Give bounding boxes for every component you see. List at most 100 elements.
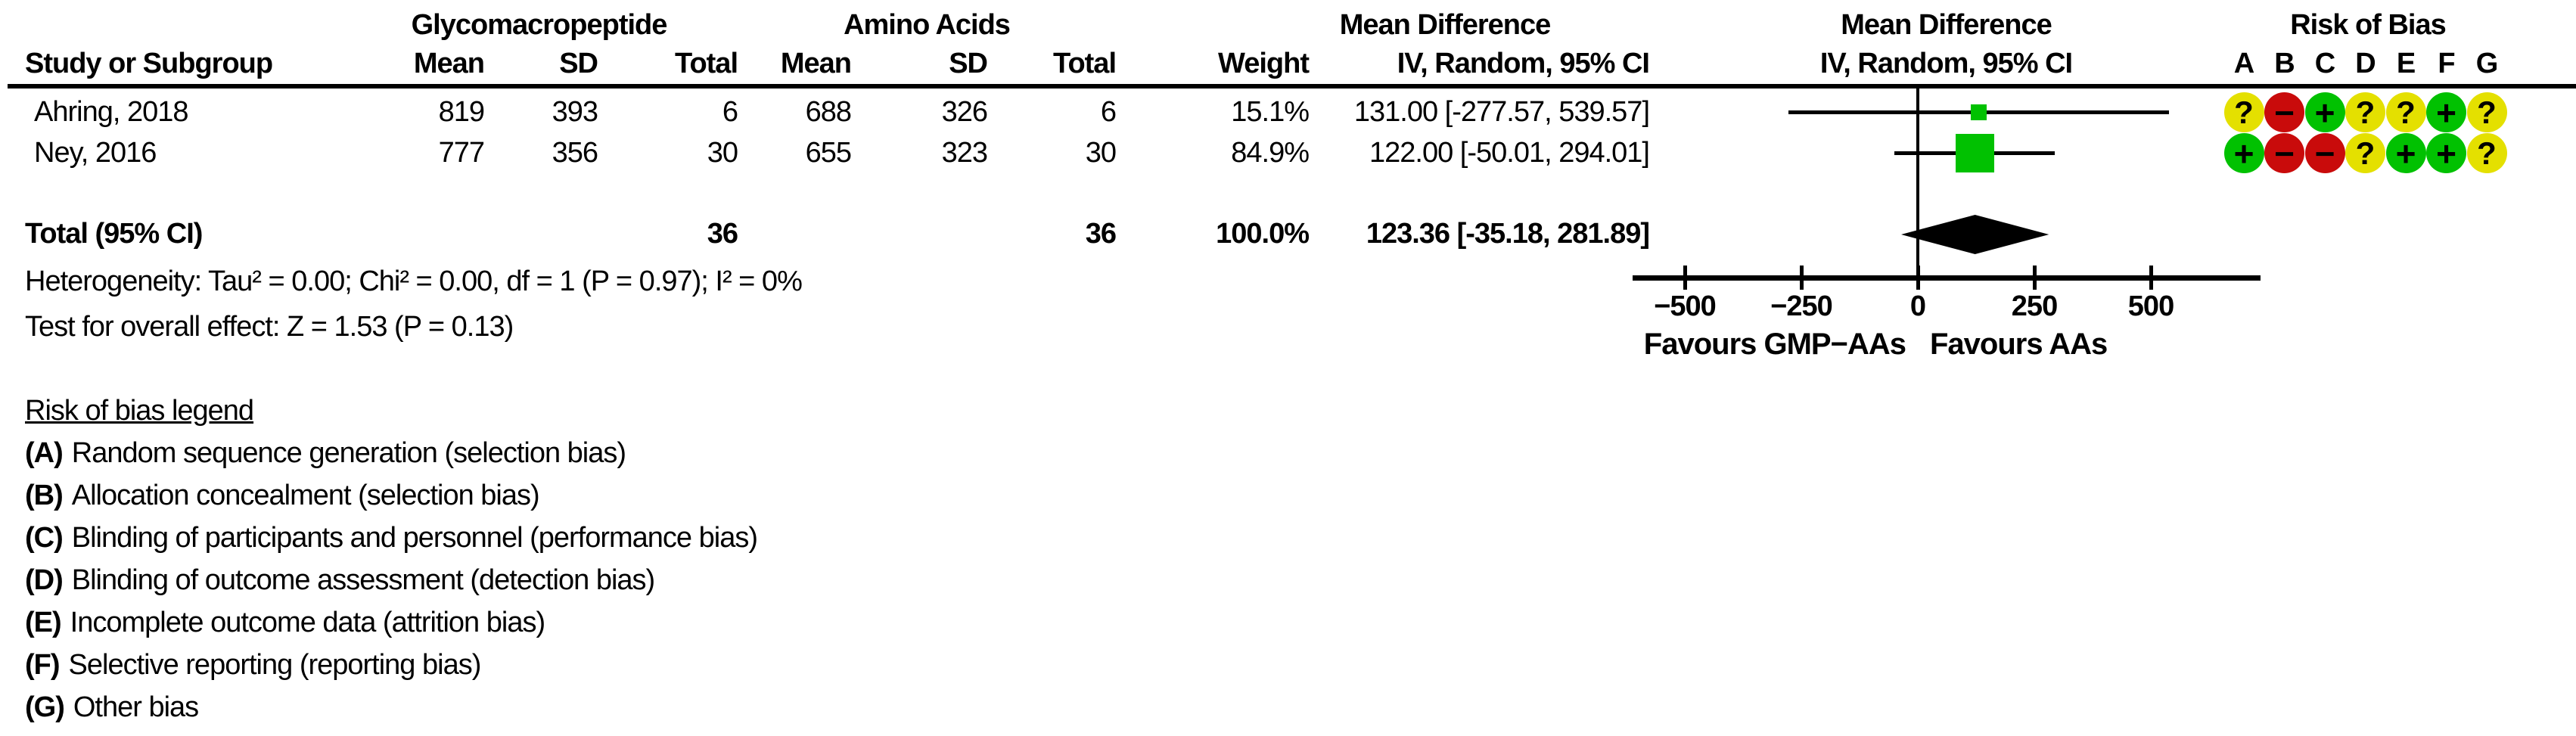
x-axis-tick-label: 250 [2011, 290, 2058, 322]
legend-item-e: (E) Incomplete outcome data (attrition b… [25, 601, 1160, 644]
x-axis-tick [1916, 266, 1920, 290]
aa-sd-cell: 326 [941, 96, 988, 128]
rob-letter-d: D [2355, 48, 2376, 79]
gmp-group-header: Glycomacropeptide [411, 9, 668, 41]
legend-text: Random sequence generation (selection bi… [71, 436, 626, 469]
risk-of-bias-title: Risk of Bias [2290, 9, 2447, 41]
legend-text: Other bias [73, 691, 199, 723]
gmp-total-cell: 6 [722, 96, 738, 128]
legend-item-b: (B) Allocation concealment (selection bi… [25, 474, 1160, 517]
legend-letter: (A) [25, 436, 64, 469]
gmp-mean-cell: 819 [438, 96, 485, 128]
legend-letter: (C) [25, 521, 64, 554]
aa-mean-cell: 688 [805, 96, 852, 128]
gmp-total-sum: 36 [707, 218, 738, 250]
legend-item-g: (G) Other bias [25, 686, 1160, 728]
legend-item-c: (C) Blinding of participants and personn… [25, 517, 1160, 559]
study-row-ahring: Ahring, 2018 819 393 6 688 326 6 15.1% 1… [25, 92, 1650, 133]
column-header-row: Study or Subgroup Mean SD Total Mean SD … [25, 43, 1650, 85]
study-row-ney: Ney, 2016 777 356 30 655 323 30 84.9% 12… [25, 132, 1650, 174]
heterogeneity-note: Heterogeneity: Tau² = 0.00; Chi² = 0.00,… [25, 265, 803, 297]
aa-mean-column-header: Mean [780, 48, 852, 79]
rob-letter-f: F [2438, 48, 2455, 79]
rob-letter-b: B [2274, 48, 2295, 79]
legend-text: Blinding of participants and personnel (… [71, 521, 758, 554]
gmp-total-column-header: Total [675, 48, 738, 79]
legend-letter: (G) [25, 691, 65, 723]
rob-circle-d: ? [2345, 133, 2385, 173]
legend-letter: (E) [25, 606, 62, 638]
study-name: Ney, 2016 [34, 137, 157, 169]
md-plot-column-subtitle: IV, Random, 95% CI [1819, 48, 2073, 79]
overall-effect-note: Test for overall effect: Z = 1.53 (P = 0… [25, 310, 514, 343]
total-weight: 100.0% [1216, 218, 1310, 250]
gmp-sd-cell: 356 [552, 137, 598, 169]
favours-left-label: Favours GMP−AAs [1643, 328, 1906, 361]
total-label: Total (95% CI) [25, 218, 203, 250]
gmp-total-cell: 30 [707, 137, 738, 169]
aa-group-header: Amino Acids [844, 9, 1011, 41]
aa-sd-column-header: SD [949, 48, 988, 79]
aa-total-cell: 6 [1100, 96, 1117, 128]
x-axis-tick-label: −500 [1654, 290, 1717, 322]
x-axis-tick [2032, 266, 2037, 290]
md-plot-column-title: Mean Difference [1841, 9, 2052, 41]
rob-letter-a: A [2233, 48, 2254, 79]
study-column-header: Study or Subgroup [25, 48, 273, 79]
rob-circle-c: + [2304, 92, 2345, 132]
header-separator-line [8, 84, 2576, 89]
rob-circle-e: + [2385, 133, 2426, 173]
x-axis-tick-label: −250 [1770, 290, 1833, 322]
zero-line [1916, 87, 1919, 280]
md-ci-cell: 131.00 [-277.57, 539.57] [1353, 96, 1650, 128]
rob-circle-c: − [2304, 133, 2345, 173]
legend-item-f: (F) Selective reporting (reporting bias) [25, 644, 1160, 686]
rob-circle-g: ? [2466, 133, 2507, 173]
legend-text: Selective reporting (reporting bias) [68, 648, 482, 681]
rob-circle-b: − [2264, 133, 2304, 173]
rob-circle-g: ? [2466, 92, 2507, 132]
aa-sd-cell: 323 [941, 137, 988, 169]
total-diamond [1901, 215, 2049, 254]
gmp-sd-column-header: SD [559, 48, 598, 79]
aa-total-cell: 30 [1085, 137, 1117, 169]
rob-circle-f: + [2426, 133, 2466, 173]
gmp-mean-column-header: Mean [413, 48, 485, 79]
rob-circle-b: − [2264, 92, 2304, 132]
weight-cell: 84.9% [1231, 137, 1310, 169]
rob-circle-a: ? [2223, 92, 2264, 132]
md-text-column-title: Mean Difference [1339, 9, 1552, 41]
legend-text: Incomplete outcome data (attrition bias) [70, 606, 545, 638]
rob-circle-f: + [2426, 92, 2466, 132]
legend-letter: (B) [25, 479, 64, 511]
x-axis-tick [2149, 266, 2153, 290]
rob-circle-d: ? [2345, 92, 2385, 132]
gmp-sd-cell: 393 [552, 96, 598, 128]
effect-square [1971, 104, 1987, 120]
risk-of-bias-legend: Risk of bias legend (A) Random sequence … [25, 390, 1160, 728]
x-axis-tick-label: 0 [1909, 290, 1926, 322]
md-ci-cell: 122.00 [-50.01, 294.01] [1369, 137, 1650, 169]
legend-item-a: (A) Random sequence generation (selectio… [25, 432, 1160, 474]
favours-right-label: Favours AAs [1930, 328, 2108, 361]
legend-text: Allocation concealment (selection bias) [71, 479, 540, 511]
total-md-ci: 123.36 [-35.18, 281.89] [1366, 218, 1650, 250]
rob-letter-e: E [2396, 48, 2416, 79]
x-axis-tick-label: 500 [2127, 290, 2174, 322]
aa-total-column-header: Total [1053, 48, 1117, 79]
study-name: Ahring, 2018 [34, 96, 189, 128]
aa-mean-cell: 655 [805, 137, 852, 169]
x-axis-tick [1683, 266, 1687, 290]
forest-plot-canvas: −500 −250 0 250 500 Favours GMP−AAs Favours AA… [1627, 87, 2266, 367]
rob-circle-a: + [2223, 133, 2264, 173]
rob-circle-e: ? [2385, 92, 2426, 132]
legend-letter: (F) [25, 648, 61, 681]
total-row: Total (95% CI) 36 36 100.0% 123.36 [-35.… [25, 213, 1650, 255]
rob-letter-g: G [2475, 48, 2499, 79]
legend-item-d: (D) Blinding of outcome assessment (dete… [25, 559, 1160, 601]
x-axis-tick [1799, 266, 1804, 290]
weight-column-header: Weight [1218, 48, 1310, 79]
gmp-mean-cell: 777 [438, 137, 485, 169]
effect-square [1955, 134, 1994, 172]
